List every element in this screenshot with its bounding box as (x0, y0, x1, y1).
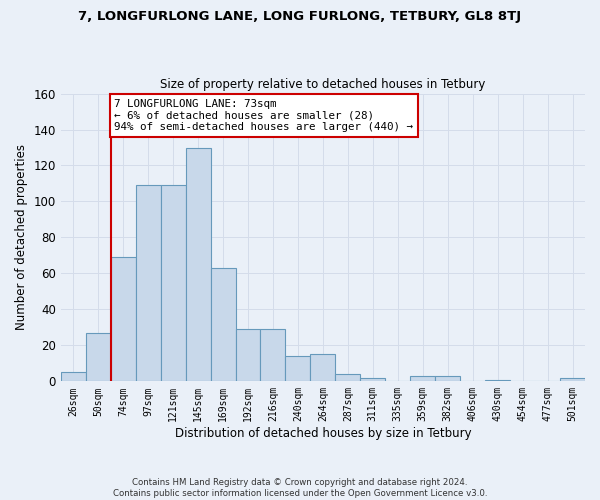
Bar (435, 376, 460, 382)
Text: Contains HM Land Registry data © Crown copyright and database right 2024.
Contai: Contains HM Land Registry data © Crown c… (113, 478, 487, 498)
Bar (136, 186, 161, 382)
Bar (111, 257, 136, 382)
Title: Size of property relative to detached houses in Tetbury: Size of property relative to detached ho… (160, 78, 485, 91)
Y-axis label: Number of detached properties: Number of detached properties (15, 144, 28, 330)
Bar (335, 374, 361, 382)
Bar (361, 378, 385, 382)
Bar (161, 186, 185, 382)
Bar (61, 372, 86, 382)
Bar (86, 333, 111, 382)
X-axis label: Distribution of detached houses by size in Tetbury: Distribution of detached houses by size … (175, 427, 471, 440)
Bar (485, 380, 510, 382)
Text: 7, LONGFURLONG LANE, LONG FURLONG, TETBURY, GL8 8TJ: 7, LONGFURLONG LANE, LONG FURLONG, TETBU… (79, 10, 521, 23)
Bar (560, 378, 585, 382)
Bar (185, 148, 211, 382)
Bar (236, 329, 260, 382)
Bar (410, 376, 435, 382)
Text: 7 LONGFURLONG LANE: 73sqm
← 6% of detached houses are smaller (28)
94% of semi-d: 7 LONGFURLONG LANE: 73sqm ← 6% of detach… (115, 99, 413, 132)
Bar (286, 356, 310, 382)
Bar (310, 354, 335, 382)
Bar (260, 329, 286, 382)
Bar (211, 268, 236, 382)
